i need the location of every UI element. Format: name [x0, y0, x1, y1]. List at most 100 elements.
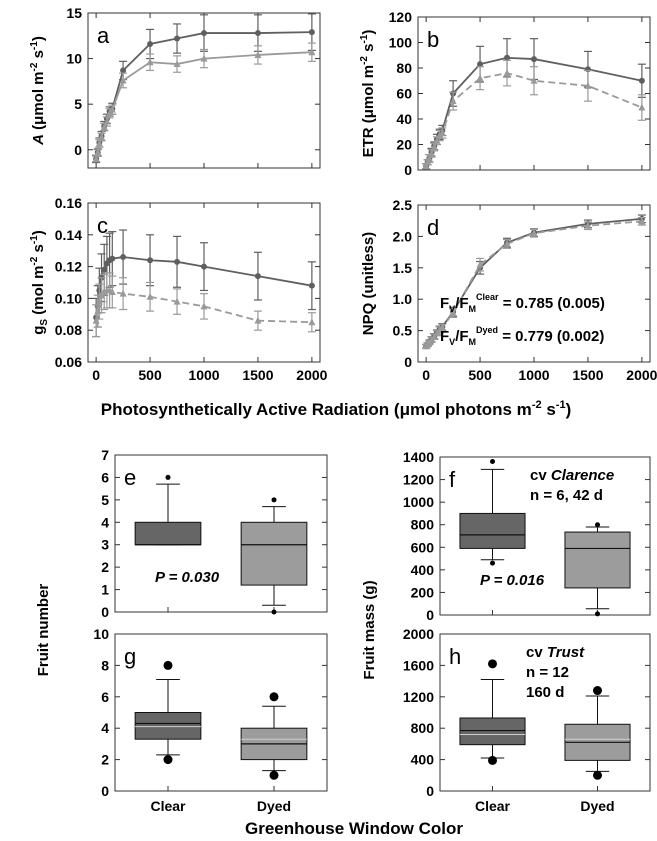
y-tick-label: 8 — [101, 657, 109, 673]
y-tick-label: 0.12 — [55, 259, 82, 275]
y-axis-label: NPQ (unitless) — [360, 232, 377, 335]
ann-sub: M — [469, 337, 477, 347]
panel-letter: d — [427, 215, 439, 240]
y-label-text: (μmol m — [30, 71, 47, 134]
panel-letter: e — [124, 465, 136, 490]
data-point — [94, 148, 102, 156]
outlier-point — [269, 692, 279, 702]
panel-letter: a — [97, 23, 110, 48]
y-tick-label: 0.14 — [55, 227, 82, 243]
data-point — [476, 74, 484, 82]
x-tick-label: 500 — [468, 367, 492, 383]
data-point — [476, 260, 484, 268]
outlier-point — [271, 609, 277, 615]
y-label-sup: -2 — [29, 256, 40, 265]
data-point — [146, 292, 154, 300]
y-tick-label: 2000 — [403, 626, 434, 642]
y-tick-label: 1000 — [403, 494, 434, 510]
data-point — [120, 67, 127, 74]
data-point — [108, 105, 116, 113]
outlier-point — [593, 770, 602, 780]
y-label-text: s — [30, 244, 47, 257]
y-label-text: s — [30, 50, 47, 63]
y-tick-label: 40 — [396, 111, 412, 127]
ann-sub: V — [449, 304, 455, 314]
ann-text: cv — [526, 644, 547, 661]
data-point — [430, 332, 438, 340]
y-label-text: NPQ (unitless) — [360, 232, 377, 335]
y-tick-label: 80 — [396, 60, 412, 76]
data-point — [101, 266, 108, 273]
x-tick-label: 1000 — [188, 367, 219, 383]
box-clear — [134, 712, 202, 740]
data-point — [638, 217, 646, 225]
data-point — [146, 58, 154, 66]
y-label-text: (mol m — [30, 266, 47, 319]
x-tick-label: Dyed — [580, 798, 614, 814]
y-tick-label: 5 — [74, 96, 82, 112]
ann-text: F — [440, 295, 449, 312]
y-tick-label: 0.06 — [55, 354, 82, 370]
x-title-sup: -2 — [532, 399, 542, 411]
y-tick-label: 400 — [411, 562, 435, 578]
x-title-text: s — [542, 400, 556, 419]
data-point — [477, 61, 484, 68]
data-point — [308, 29, 315, 36]
y-axis-label: ETR (μmol m-2 s-1) — [359, 30, 377, 158]
panel-letter: h — [449, 644, 461, 669]
y-tick-label: 0 — [426, 607, 434, 623]
data-point — [425, 154, 433, 162]
x-tick-label: 1500 — [572, 367, 603, 383]
y-label-text: ETR — [360, 127, 377, 157]
y-label-sup: -1 — [29, 235, 40, 244]
y-label-text: (μmol m — [360, 65, 377, 128]
y-label-text: ) — [30, 36, 47, 41]
cultivar-annotation: n = 6, 42 d — [530, 487, 603, 504]
y-tick-label: 400 — [411, 752, 435, 768]
y-label-sup: -1 — [29, 41, 40, 50]
y-label-sup: -2 — [359, 56, 370, 65]
panel-a: 0 5 10 15 a A (μmol m-2 s-1) — [29, 5, 321, 169]
panel-c: 0.06 0.08 0.10 0.12 0.14 0.16 0 500 1000 1500 2000… — [29, 195, 328, 383]
x-tick-label: 500 — [138, 367, 162, 383]
data-point — [173, 60, 181, 68]
cultivar-annotation: cv Clarence — [530, 467, 614, 484]
fv-fm-annotation: FV/FM Clear = 0.785 (0.005) — [440, 292, 605, 314]
y-tick-label: 1 — [101, 582, 109, 598]
box-dyed — [564, 531, 631, 589]
plot-frame — [114, 633, 328, 792]
cultivar-annotation: 160 d — [526, 684, 564, 701]
y-tick-label: 1.0 — [393, 291, 413, 307]
data-point — [119, 76, 127, 84]
outlier-point — [488, 755, 497, 765]
y-tick-label: 0.5 — [393, 323, 413, 339]
data-point — [308, 282, 315, 289]
x-tick-label: 1000 — [518, 367, 549, 383]
data-point — [92, 154, 100, 162]
y-tick-label: 2.5 — [393, 197, 413, 213]
data-point — [174, 35, 181, 42]
plot-frame — [439, 633, 651, 792]
box-clear — [459, 717, 526, 746]
outlier-point — [593, 686, 602, 696]
y-label-sup: -2 — [29, 62, 40, 71]
data-point — [109, 255, 116, 262]
y-tick-label: 20 — [396, 137, 412, 153]
data-point — [584, 221, 592, 229]
y-tick-label: 1600 — [403, 657, 434, 673]
y-tick-label: 10 — [93, 626, 109, 642]
ann-sub: M — [469, 304, 477, 314]
y-tick-label: 2.0 — [393, 228, 413, 244]
data-point — [254, 50, 262, 58]
x-tick-label: 2000 — [626, 367, 657, 383]
x-title-text: ) — [566, 400, 572, 419]
x-axis-title-top: Photosynthetically Active Radiation (μmo… — [101, 399, 571, 419]
y-tick-label: 4 — [101, 514, 109, 530]
y-label-text: g — [30, 326, 47, 335]
y-tick-label: 4 — [101, 720, 109, 736]
y-label-text: ) — [360, 30, 377, 35]
box-dyed — [240, 521, 308, 586]
panel-letter: c — [97, 213, 108, 238]
x-title-sup: -1 — [556, 399, 566, 411]
y-tick-label: 0.16 — [55, 195, 82, 211]
